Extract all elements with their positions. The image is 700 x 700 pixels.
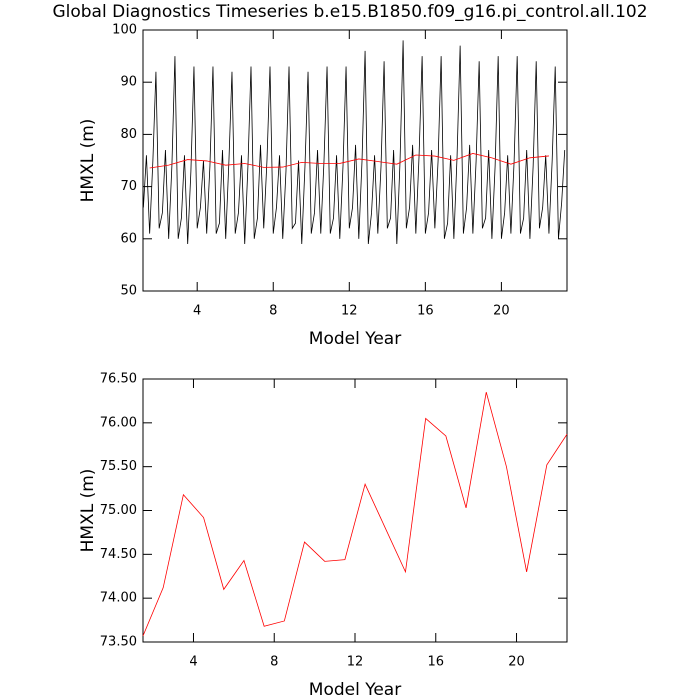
y-tick-label: 60	[120, 231, 137, 246]
y-tick-label: 76.00	[100, 415, 137, 430]
y-tick-label: 74.00	[100, 591, 137, 606]
y-tick-label: 75.00	[100, 503, 137, 518]
x-tick-label: 4	[189, 655, 197, 670]
x-tick-label: 20	[508, 655, 525, 670]
x-tick-label: 16	[417, 304, 434, 319]
x-tick-label: 12	[341, 304, 358, 319]
x-tick-label: 4	[193, 304, 201, 319]
x-axis-label: Model Year	[309, 329, 401, 349]
y-axis-label: HMXL (m)	[78, 119, 98, 203]
x-tick-label: 8	[269, 304, 277, 319]
x-tick-label: 20	[493, 304, 510, 319]
y-axis-label: HMXL (m)	[78, 469, 98, 553]
y-tick-label: 70	[120, 179, 137, 194]
x-tick-label: 8	[270, 655, 278, 670]
series-line	[142, 392, 568, 637]
y-tick-label: 100	[112, 23, 137, 38]
x-axis-label: Model Year	[309, 680, 401, 700]
plot-frame	[142, 378, 568, 643]
series-line	[142, 40, 566, 245]
y-tick-label: 80	[120, 127, 137, 142]
y-tick-label: 75.50	[100, 459, 137, 474]
y-tick-label: 90	[120, 75, 137, 90]
series-line	[149, 153, 549, 169]
x-tick-label: 12	[347, 655, 364, 670]
chart-title: Global Diagnostics Timeseries b.e15.B185…	[52, 2, 647, 22]
plot-frame	[142, 29, 568, 292]
y-tick-label: 73.50	[100, 635, 137, 650]
y-tick-label: 76.50	[100, 372, 137, 387]
y-tick-label: 74.50	[100, 547, 137, 562]
x-tick-label: 16	[427, 655, 444, 670]
y-tick-label: 50	[120, 284, 137, 299]
